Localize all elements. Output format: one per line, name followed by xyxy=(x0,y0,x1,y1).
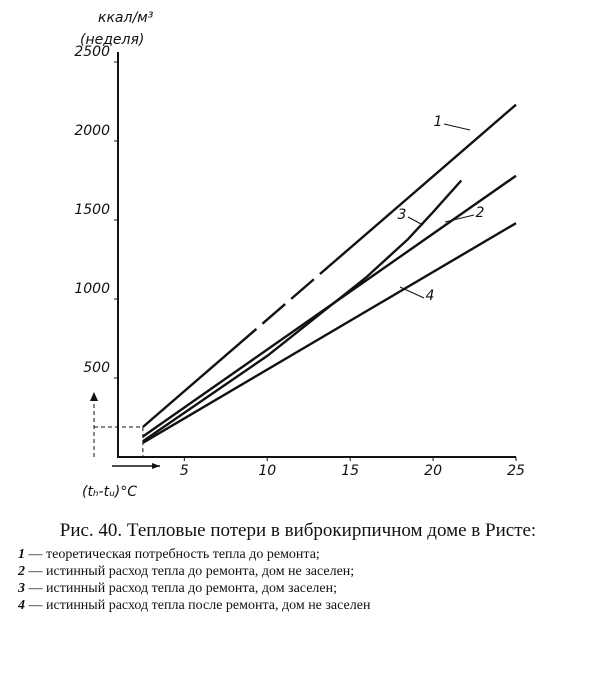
x-tick-label: 10 xyxy=(258,463,276,479)
label-leader xyxy=(443,123,471,131)
y-tick-label: 2500 xyxy=(74,44,110,60)
y-tick-label: 500 xyxy=(83,360,110,376)
legend-note: 3 — истинный расход тепла до ремонта, до… xyxy=(18,580,578,597)
legend-number: 3 xyxy=(18,581,25,596)
series-label: 3 xyxy=(398,207,407,223)
label-leader xyxy=(407,216,424,226)
series-label: 1 xyxy=(434,114,443,130)
legend-text: — теоретическая потребность тепла до рем… xyxy=(28,547,320,562)
y-tick-label: 2000 xyxy=(74,123,110,139)
legend-number: 4 xyxy=(18,598,25,613)
y-tick-label: 1500 xyxy=(74,202,110,218)
series-label: 4 xyxy=(426,288,435,304)
legend-text: — истинный расход тепла до ремонта, дом … xyxy=(28,581,338,596)
x-arrow-head xyxy=(152,463,160,469)
caption-title: Рис. 40. Тепловые потери в виброкирпично… xyxy=(59,520,537,541)
x-label: (tₕ-tᵤ)°C xyxy=(82,484,137,500)
reference-arrow-head xyxy=(90,391,98,401)
legend-number: 1 xyxy=(18,547,25,562)
series-line xyxy=(142,222,517,444)
x-tick-label: 15 xyxy=(341,463,359,479)
y-unit-period: (неделя) xyxy=(80,32,144,48)
label-leader xyxy=(444,214,475,223)
legend-number: 2 xyxy=(18,564,25,579)
chart: ккал/м³ (неделя) (tₕ-tᵤ)°C 500 1000 1500 20… xyxy=(74,10,525,500)
legend-note: 4 — истинный расход тепла после ремонта,… xyxy=(18,597,578,614)
x-tick-label: 5 xyxy=(180,463,189,479)
y-unit: ккал/м³ xyxy=(98,10,154,26)
y-tick-label: 1000 xyxy=(74,281,110,297)
legend-note: 2 — истинный расход тепла до ремонта, до… xyxy=(18,563,578,580)
series-label: 2 xyxy=(476,205,485,221)
legend-text: — истинный расход тепла после ремонта, д… xyxy=(28,598,371,613)
legend-text: — истинный расход тепла до ремонта, дом … xyxy=(28,564,355,579)
label-leader xyxy=(399,286,425,299)
legend-note: 1 — теоретическая потребность тепла до р… xyxy=(18,546,578,563)
series-line xyxy=(142,103,517,428)
caption: Рис. 40. Тепловые потери в виброкирпично… xyxy=(18,520,578,614)
x-tick-label: 20 xyxy=(424,463,442,479)
reference-marker xyxy=(94,426,144,457)
series-line xyxy=(142,179,463,443)
x-tick-label: 25 xyxy=(507,463,525,479)
